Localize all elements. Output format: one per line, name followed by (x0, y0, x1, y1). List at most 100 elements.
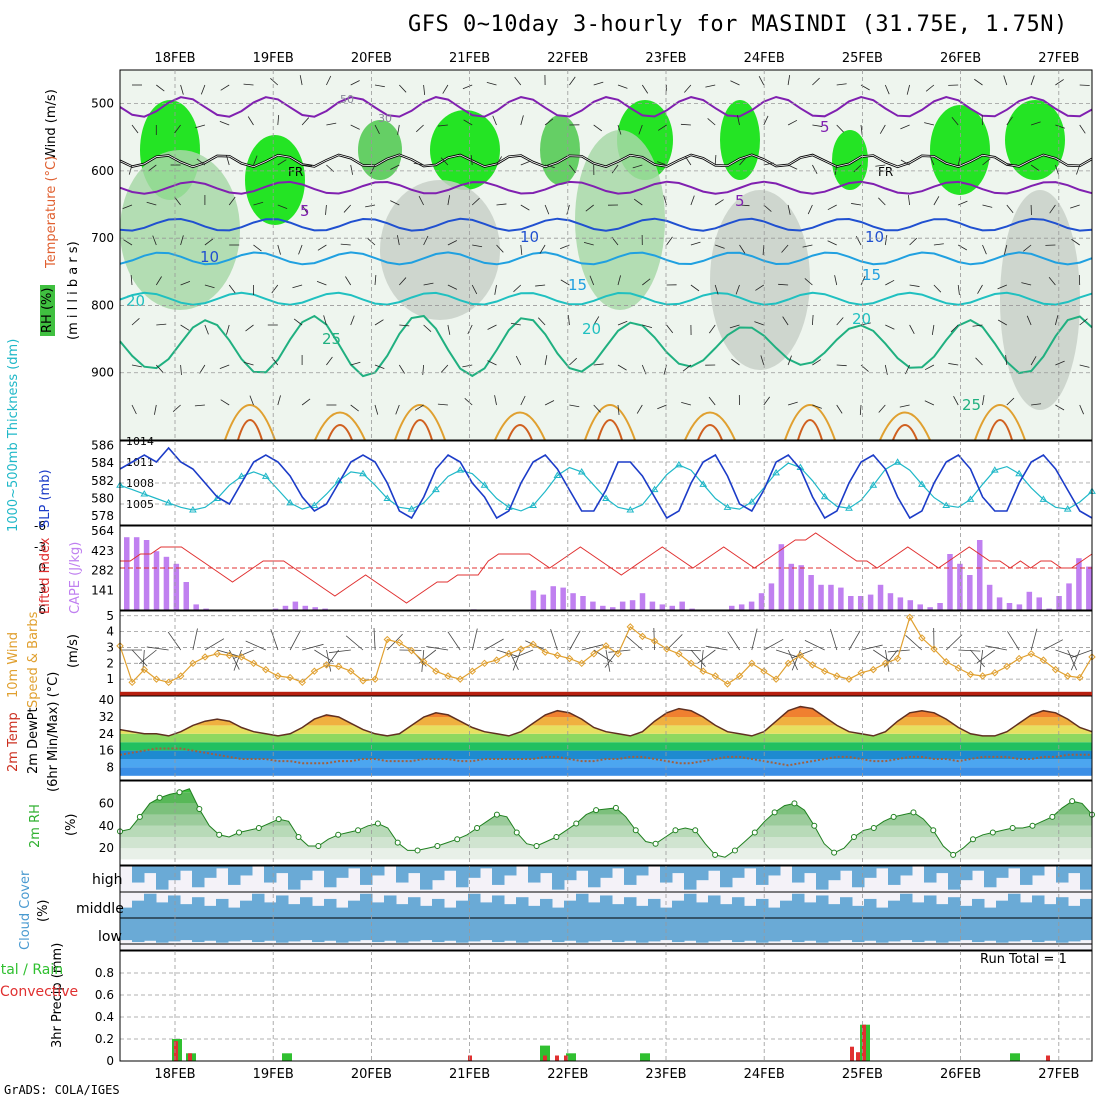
cloud-mid (252, 893, 265, 918)
rh-blob (380, 180, 500, 320)
wind-barb (851, 203, 862, 206)
wind-barb-10m (245, 640, 266, 651)
cloud-mid (888, 900, 901, 918)
wind-barb (317, 244, 327, 251)
wind-barb (802, 244, 813, 248)
cloud-low (240, 918, 253, 941)
wind-barb-10m (1030, 628, 1038, 651)
wind-barb (666, 236, 673, 246)
wind-barb (496, 244, 504, 253)
wind-barb (879, 124, 886, 134)
date-top-20FEB: 20FEB (351, 51, 392, 66)
wind-speed-point (1015, 654, 1023, 663)
wind-speed-point (808, 661, 817, 669)
cross-section-panel: 5 5 5 10 10 10 15 15 20 20 20 25 25 FR FR 50 30 500 600 700… (91, 70, 1093, 441)
rh-axis-label-text: RH (%) (40, 287, 55, 333)
cloud-low (288, 918, 301, 942)
wind-barb (755, 284, 765, 291)
wind-barb-10m (1071, 649, 1093, 658)
wind-barb (128, 164, 133, 175)
wind-barb (834, 164, 838, 175)
contour-label-5a: 5 (820, 118, 830, 136)
temp-tick-8: 8 (106, 760, 114, 774)
wind-barb (243, 83, 254, 86)
cloud-high (852, 866, 865, 888)
wind10-label-c: (m/s) (66, 634, 81, 668)
wind-barb (196, 158, 206, 166)
thickness-point (480, 481, 489, 488)
cape-bar (153, 551, 160, 610)
cloud-low (768, 918, 781, 942)
temp-line (119, 705, 1093, 737)
cloud-high (324, 866, 337, 888)
rh-point (414, 847, 421, 854)
cloud-mid (972, 898, 985, 918)
cloud-low (480, 918, 493, 941)
thickness-point (456, 466, 465, 473)
isotherm-25 (119, 314, 1093, 378)
cloud-high (960, 866, 973, 881)
cloud-low (312, 918, 325, 943)
wind-barb (422, 364, 424, 375)
wind-barb (974, 78, 983, 86)
run-total-label: Run Total = 1 (980, 952, 1067, 967)
precip-tick-0.8: 0.8 (95, 966, 114, 980)
cloud-low (1020, 918, 1033, 941)
rh-point (156, 794, 163, 801)
cloud-mid (852, 905, 865, 918)
cloud-low (132, 918, 145, 943)
thickness-point (553, 471, 562, 478)
cloud-low (972, 918, 985, 943)
cloud-mid (912, 902, 925, 918)
cloud-low (300, 918, 313, 941)
rh-blob (575, 130, 665, 310)
wind-barb (589, 275, 595, 286)
wind-speed-point (1003, 662, 1011, 671)
rh-line (119, 788, 1093, 858)
cloud-mid (396, 904, 409, 918)
wind-barb (270, 78, 279, 86)
wind-barb (925, 84, 935, 92)
wind-barb-10m (228, 649, 240, 670)
temp-panel: 8 16 24 32 40 (99, 691, 1093, 776)
rh-point (831, 849, 838, 856)
wind-barb (156, 364, 164, 373)
wind-barb (1079, 124, 1086, 134)
cloud-low (420, 918, 433, 941)
cloud-high (672, 866, 685, 874)
precip-tick-0.6: 0.6 (95, 988, 114, 1002)
wind-barb (617, 124, 622, 135)
rh-point (493, 811, 500, 818)
rain-bar (540, 1045, 550, 1061)
thickness-point (529, 501, 537, 509)
cape-bar (967, 575, 973, 610)
conv-bar (174, 1041, 178, 1061)
wind-barb-10m (512, 649, 522, 671)
wind-barb (245, 324, 254, 332)
thickness-point (966, 495, 975, 502)
slp-line (119, 446, 1093, 520)
wind-barb (1030, 356, 1037, 366)
date-bottom-20FEB: 20FEB (351, 1067, 392, 1082)
wind-speed-point (359, 677, 367, 685)
wind-barb-10m (727, 631, 740, 651)
cloud-mid (900, 893, 913, 918)
wind-barb-10m (345, 635, 364, 651)
wind-barb (900, 124, 910, 130)
rh2m-label-b: (%) (64, 813, 79, 837)
wind-barb (760, 355, 765, 366)
wind-barb (437, 124, 448, 127)
wind-barb (763, 204, 772, 212)
cape-bar (957, 563, 963, 610)
cape-bar (778, 544, 785, 610)
cloud-low (384, 918, 397, 941)
wind-barb (494, 284, 497, 295)
wind-speed-point (128, 678, 136, 687)
wind-barb (219, 364, 230, 369)
cloud-high (588, 866, 601, 888)
warm-contour (394, 404, 446, 441)
wind-barb (924, 364, 935, 371)
cloud-mid (636, 905, 649, 918)
cloud-high (936, 866, 949, 874)
